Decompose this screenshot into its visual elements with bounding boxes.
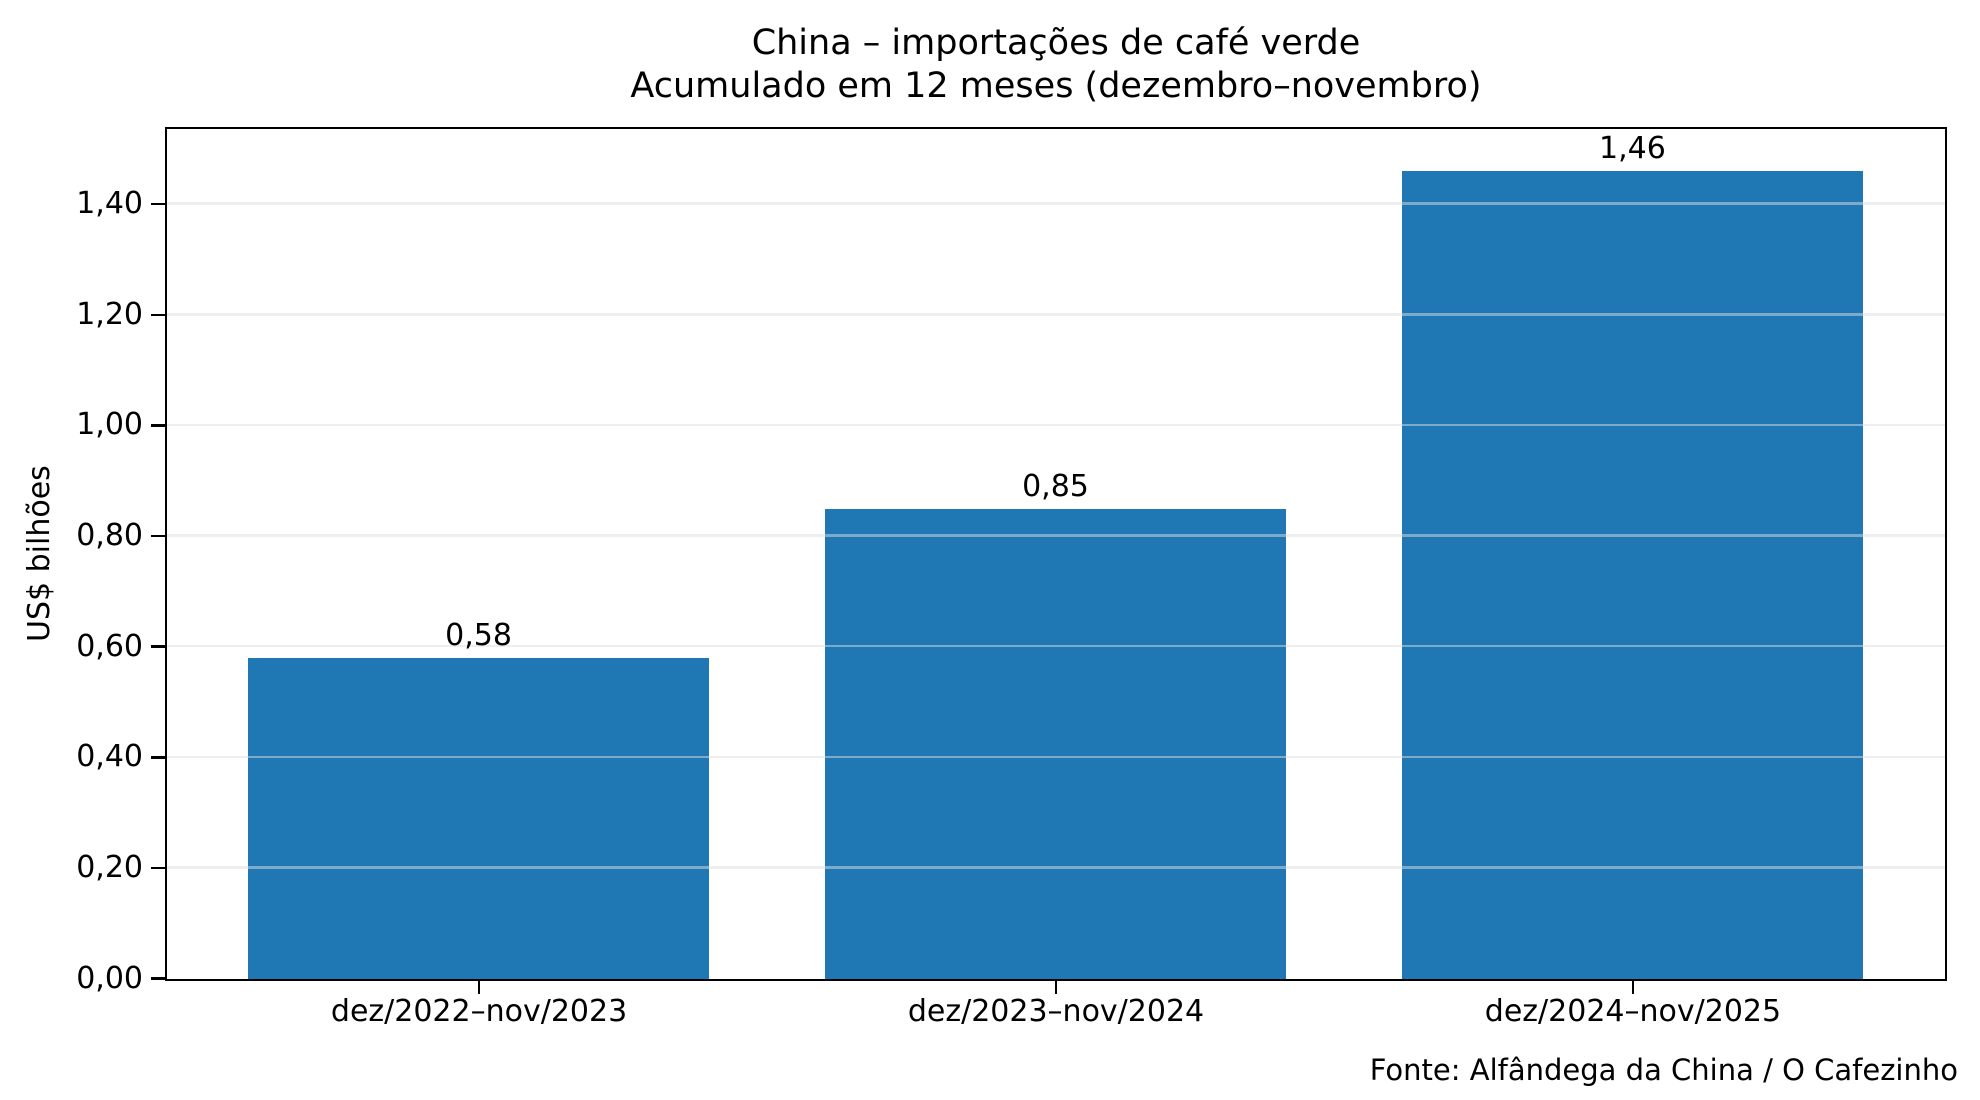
chart-title-line2: Acumulado em 12 meses (dezembro–novembro… xyxy=(630,65,1482,106)
y-tick-label: 0,60 xyxy=(76,628,143,664)
gridline xyxy=(167,644,1945,648)
y-tick-label: 0,00 xyxy=(76,960,143,996)
source-note: Fonte: Alfândega da China / O Cafezinho xyxy=(1369,1053,1958,1087)
plot-area: 0,58 0,85 1,46 xyxy=(165,127,1947,981)
y-tick-label: 1,00 xyxy=(76,407,143,443)
y-tick-label: 0,40 xyxy=(76,739,143,775)
y-tick-label: 1,40 xyxy=(76,186,143,222)
y-tick-mark xyxy=(151,645,165,648)
bar xyxy=(247,658,710,979)
y-tick-mark xyxy=(151,313,165,317)
x-tick-mark xyxy=(1631,981,1635,994)
x-tick-label: dez/2023–nov/2024 xyxy=(907,994,1205,1029)
y-tick-mark xyxy=(151,866,165,870)
y-tick-mark xyxy=(151,202,165,206)
chart-title-line1: China – importações de café verde xyxy=(751,23,1361,63)
bar-value-label: 1,46 xyxy=(1599,131,1666,167)
y-tick-mark xyxy=(151,534,165,538)
x-tick-mark xyxy=(1054,981,1058,994)
x-tick-mark xyxy=(477,981,481,994)
gridline xyxy=(167,755,1945,758)
gridline xyxy=(167,423,1945,427)
bar xyxy=(824,508,1287,979)
gridline xyxy=(167,866,1945,869)
y-tick-label: 0,20 xyxy=(76,849,143,885)
gridline xyxy=(167,202,1945,205)
y-tick-label: 0,80 xyxy=(76,518,143,554)
x-tick-label: dez/2022–nov/2023 xyxy=(330,994,628,1029)
gridline xyxy=(167,534,1945,537)
y-tick-mark xyxy=(151,756,165,759)
bar-value-label: 0,85 xyxy=(1022,468,1089,504)
chart-title: China – importações de café verde Acumul… xyxy=(165,22,1947,107)
gridline xyxy=(167,313,1945,316)
y-tick-mark xyxy=(151,424,165,427)
x-tick-label: dez/2024–nov/2025 xyxy=(1484,994,1782,1029)
y-tick-mark xyxy=(151,977,165,980)
y-tick-label: 1,20 xyxy=(76,296,143,332)
bar-value-label: 0,58 xyxy=(445,618,512,654)
bar xyxy=(1401,171,1864,979)
